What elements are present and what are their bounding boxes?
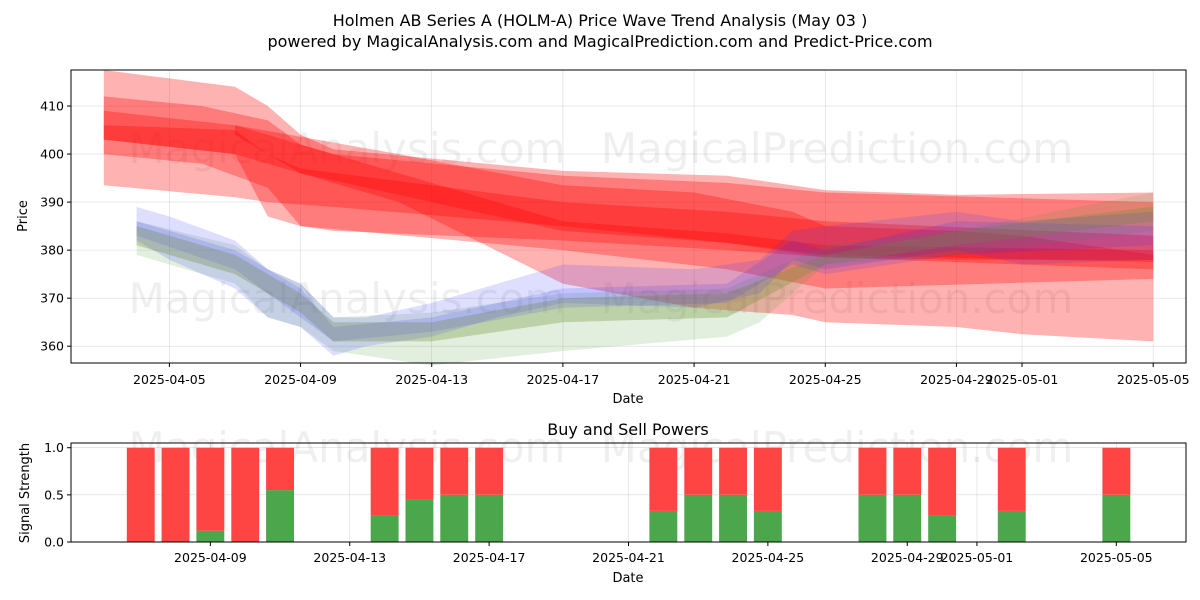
buy-power-bar xyxy=(196,530,225,542)
price-x-tick-label: 2025-05-01 xyxy=(986,372,1059,387)
watermark-top-right: MagicalPrediction.com xyxy=(601,124,1074,173)
sell-power-bar xyxy=(893,447,922,495)
blue-wave-band xyxy=(136,221,1154,342)
sell-power-bar xyxy=(440,447,469,495)
green-wave-band xyxy=(136,192,1154,366)
buy-power-bar xyxy=(719,494,747,542)
red-wave-band xyxy=(103,70,1154,260)
price-bands xyxy=(103,70,1154,366)
buy-power-bar xyxy=(405,499,434,542)
sell-power-bar xyxy=(719,447,747,495)
signal-y-axis-label: Signal Strength xyxy=(18,443,33,543)
price-x-tick-label: 2025-05-05 xyxy=(1117,372,1190,387)
price-y-tick-label: 370 xyxy=(40,291,64,306)
signal-x-tick-label: 2025-04-25 xyxy=(732,550,805,565)
red-wave-band xyxy=(235,125,1154,263)
signal-y-tick-label: 0.5 xyxy=(44,487,64,502)
olive-wave-band xyxy=(136,206,1154,342)
sell-power-bar xyxy=(405,447,434,500)
signal-x-tick-label: 2025-04-13 xyxy=(313,550,386,565)
price-x-tick-label: 2025-04-21 xyxy=(658,372,731,387)
signal-y-tick-label: 1.0 xyxy=(44,440,64,455)
red-wave-band xyxy=(103,110,1154,342)
buy-power-bar xyxy=(928,515,957,542)
signal-x-axis-label: Date xyxy=(612,571,643,586)
buy-power-bar xyxy=(684,494,713,542)
buy-power-bar xyxy=(893,494,922,542)
buy-power-bar xyxy=(649,510,678,542)
price-x-axis-label: Date xyxy=(612,392,643,407)
price-plot-frame xyxy=(70,69,1187,364)
sell-power-bar xyxy=(1102,447,1131,495)
price-y-tick-label: 390 xyxy=(40,195,64,210)
signal-bars xyxy=(126,447,1131,542)
price-x-tick-label: 2025-04-05 xyxy=(133,372,206,387)
buy-power-bar xyxy=(997,510,1026,542)
buy-power-bar xyxy=(370,515,399,542)
buy-power-bar xyxy=(475,494,504,542)
buy-power-bar xyxy=(858,494,887,542)
sell-power-bar xyxy=(997,447,1026,511)
watermark-bottom-right: MagicalPrediction.com xyxy=(601,423,1074,472)
chart-subtitle: powered by MagicalAnalysis.com and Magic… xyxy=(267,32,932,51)
signal-x-tick-label: 2025-04-29 xyxy=(871,550,944,565)
red-wave-band xyxy=(103,125,1154,289)
signal-panel: Buy and Sell Powers MagicalAnalysis.com … xyxy=(18,420,1187,586)
watermark-mid-left: MagicalAnalysis.com xyxy=(129,274,566,323)
buy-power-bar xyxy=(266,490,294,542)
sell-power-bar xyxy=(266,447,294,491)
price-plot-area xyxy=(71,70,1186,363)
sell-power-bar xyxy=(196,447,225,531)
signal-title: Buy and Sell Powers xyxy=(547,420,709,439)
sell-power-bar xyxy=(928,447,957,516)
sell-power-bar xyxy=(649,447,678,511)
blue-wave-band xyxy=(136,206,1154,356)
sell-power-bar xyxy=(126,447,155,542)
sell-power-bar xyxy=(370,447,399,516)
signal-x-tick-label: 2025-04-17 xyxy=(453,550,526,565)
signal-ticks: 2025-04-09 2025-04-13 2025-04-17 2025-04-21… xyxy=(44,440,1153,565)
price-grid xyxy=(71,70,1186,363)
price-y-tick-label: 410 xyxy=(40,99,64,114)
buy-power-bar xyxy=(1102,494,1131,542)
price-ticks: 2025-04-05 2025-04-09 2025-04-13 2025-04-17… xyxy=(40,99,1189,387)
price-y-tick-label: 400 xyxy=(40,147,64,162)
red-wave-band xyxy=(103,96,1154,270)
price-y-tick-label: 380 xyxy=(40,243,64,258)
price-x-tick-label: 2025-04-25 xyxy=(789,372,862,387)
signal-x-tick-label: 2025-05-01 xyxy=(941,550,1014,565)
sell-power-bar xyxy=(475,447,504,495)
sell-power-bar xyxy=(858,447,887,495)
sell-power-bar xyxy=(161,447,190,542)
price-panel: MagicalAnalysis.com MagicalPrediction.co… xyxy=(16,69,1190,407)
signal-x-tick-label: 2025-04-21 xyxy=(592,550,665,565)
price-x-tick-label: 2025-04-29 xyxy=(920,372,993,387)
price-y-tick-label: 360 xyxy=(40,339,64,354)
price-x-tick-label: 2025-04-13 xyxy=(395,372,468,387)
price-x-tick-label: 2025-04-17 xyxy=(527,372,600,387)
sell-power-bar xyxy=(231,447,260,542)
signal-x-tick-label: 2025-05-05 xyxy=(1080,550,1153,565)
sell-power-bar xyxy=(684,447,713,495)
signal-y-tick-label: 0.0 xyxy=(44,535,64,550)
watermark-top-left: MagicalAnalysis.com xyxy=(129,124,566,173)
signal-x-tick-label: 2025-04-09 xyxy=(174,550,247,565)
price-x-tick-label: 2025-04-09 xyxy=(264,372,337,387)
chart-title: Holmen AB Series A (HOLM-A) Price Wave T… xyxy=(333,11,868,30)
buy-power-bar xyxy=(440,494,469,542)
buy-power-bar xyxy=(753,510,782,542)
sell-power-bar xyxy=(753,447,782,511)
price-y-axis-label: Price xyxy=(16,200,31,232)
green-wave-band xyxy=(136,206,1154,342)
watermark-mid-right: MagicalPrediction.com xyxy=(601,274,1074,323)
